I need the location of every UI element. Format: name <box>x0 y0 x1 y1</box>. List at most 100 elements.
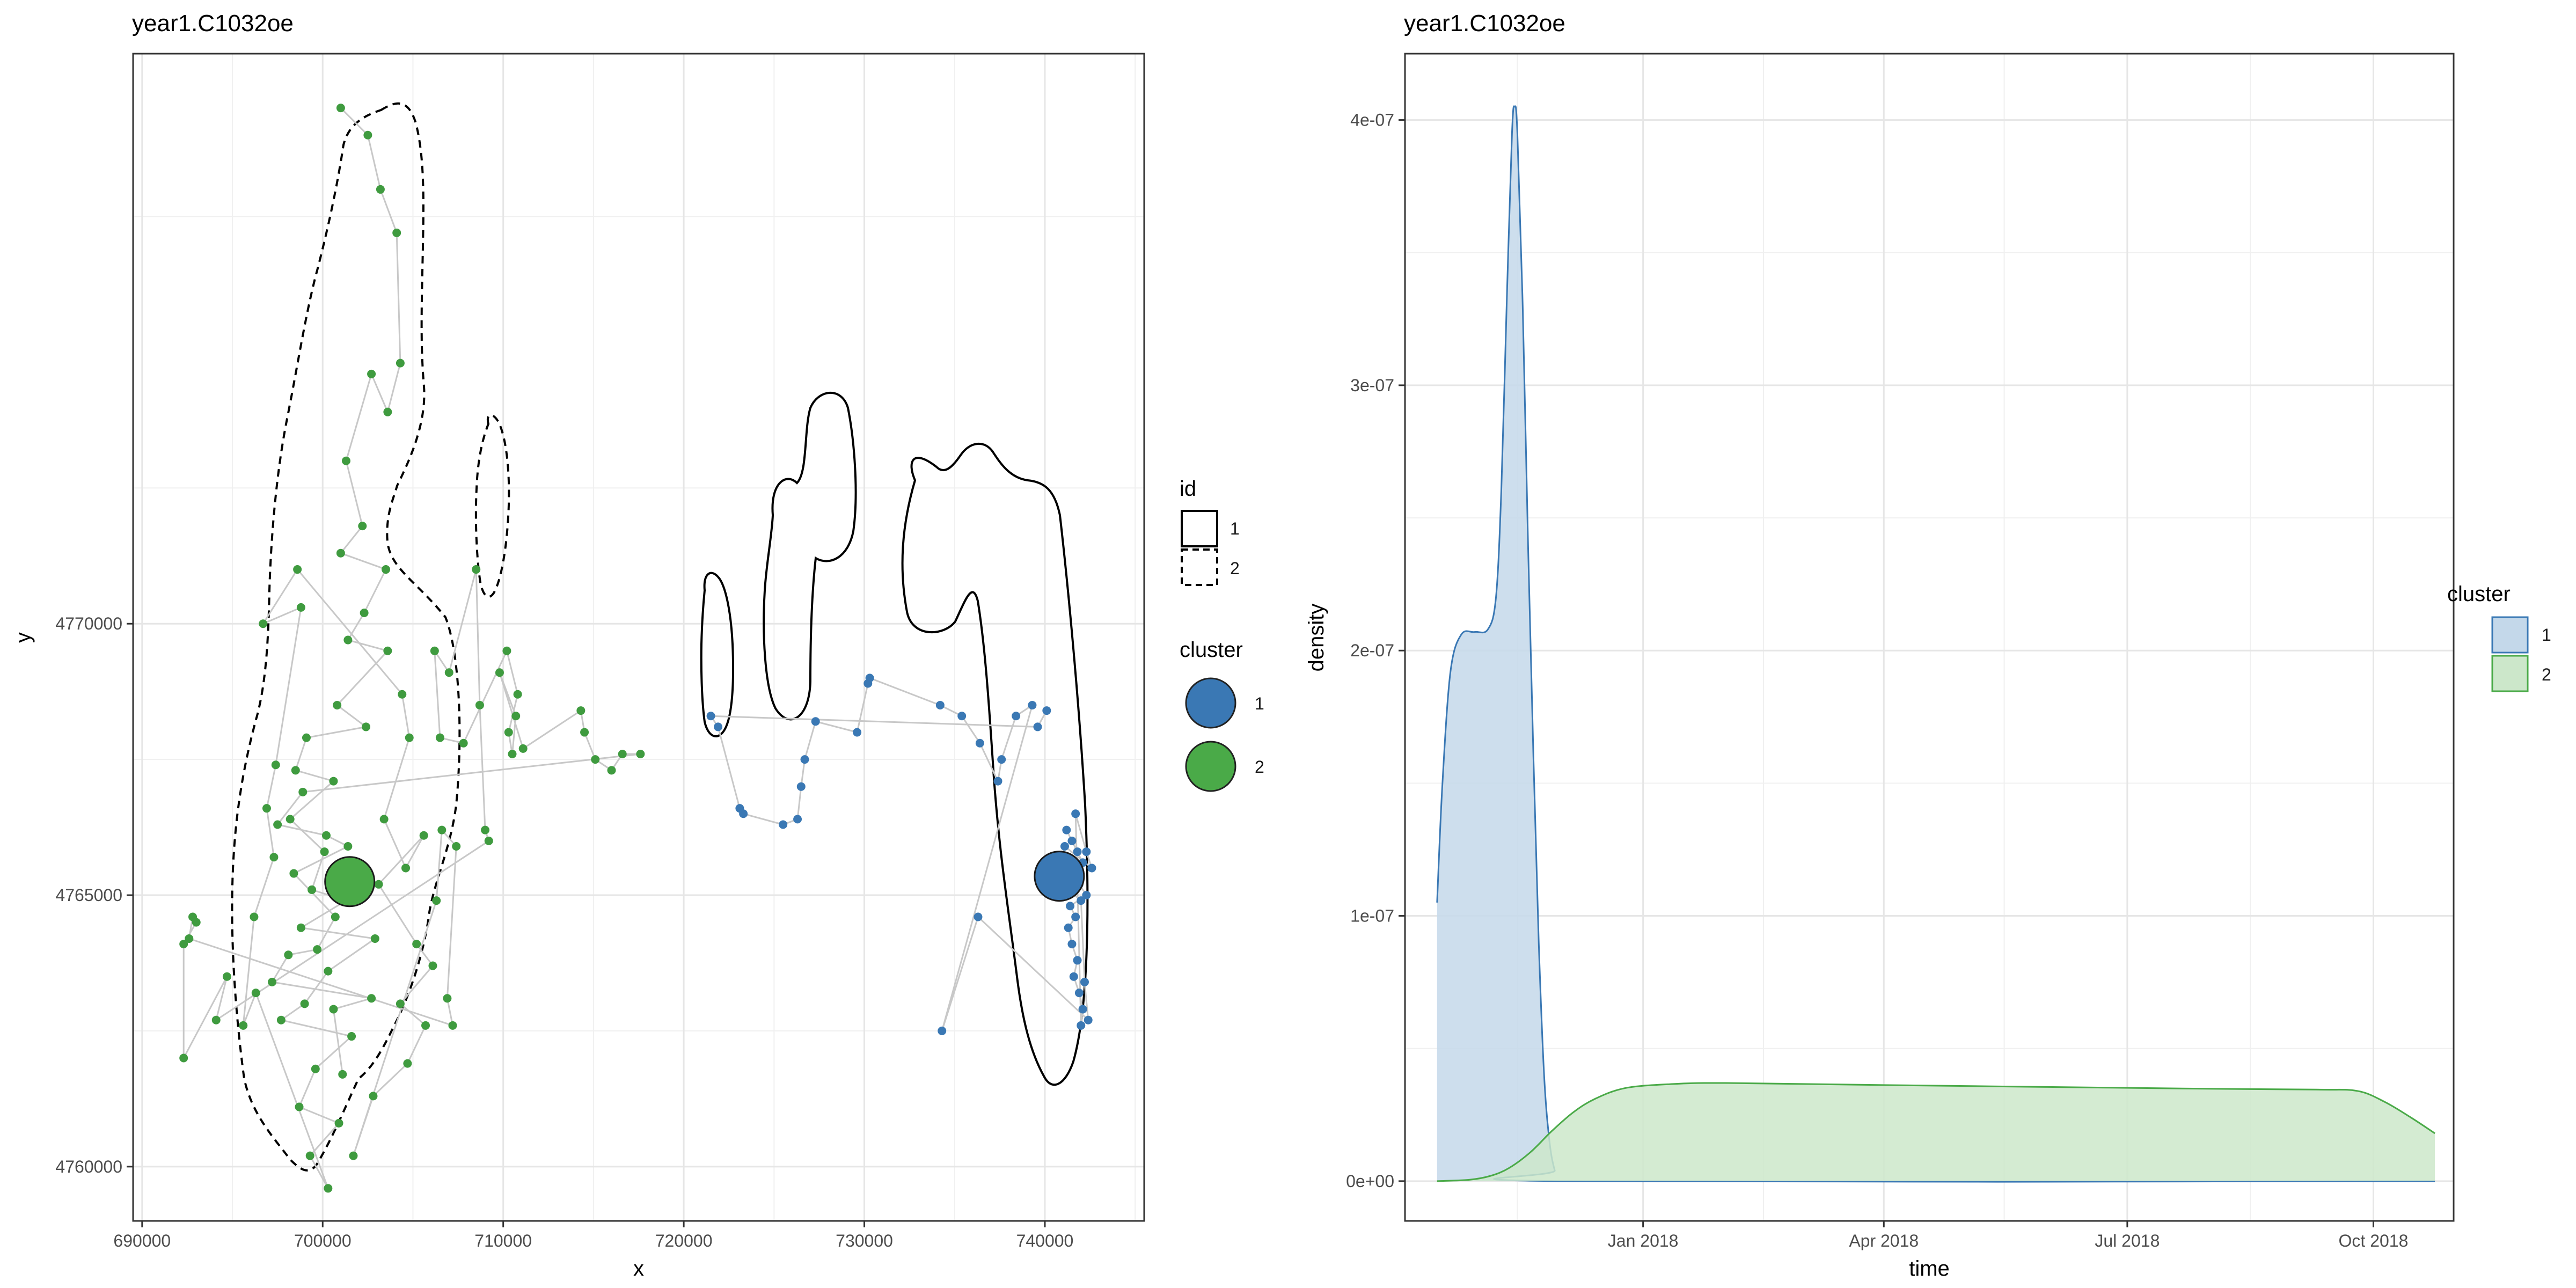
gps-point-cluster-2 <box>329 1005 338 1014</box>
id-legend-title: id <box>1180 477 1196 501</box>
gps-point-cluster-2 <box>358 522 367 531</box>
gps-point-cluster-1 <box>863 679 873 688</box>
gps-point-cluster-1 <box>974 912 983 921</box>
gps-point-cluster-1 <box>714 722 723 731</box>
gps-point-cluster-2 <box>398 690 407 699</box>
gps-point-cluster-2 <box>576 706 586 715</box>
gps-point-cluster-2 <box>311 1064 320 1073</box>
gps-point-cluster-2 <box>341 456 350 465</box>
scatter-y-tick-label: 4770000 <box>55 614 122 633</box>
density-line-cluster-2 <box>1437 1082 2435 1182</box>
gps-point-cluster-1 <box>1074 989 1084 998</box>
gps-point-cluster-2 <box>437 825 447 835</box>
gps-point-cluster-2 <box>259 619 268 628</box>
gps-point-cluster-2 <box>513 690 522 699</box>
gps-point-cluster-2 <box>239 1021 248 1030</box>
gps-point-cluster-2 <box>361 722 370 731</box>
gps-point-cluster-2 <box>383 407 392 416</box>
gps-point-cluster-2 <box>289 869 298 878</box>
scatter-x-ticks: 690000 700000 710000 720000 730000 740000 <box>113 1221 1073 1250</box>
gps-point-cluster-2 <box>428 961 437 970</box>
gps-point-cluster-2 <box>444 668 453 677</box>
gps-point-cluster-1 <box>1066 902 1075 911</box>
gps-point-cluster-2 <box>273 820 282 829</box>
cluster-legend-right-key-2 <box>2491 655 2529 692</box>
scatter-x-label: x <box>633 1257 644 1280</box>
gps-point-cluster-2 <box>293 565 302 574</box>
gps-point-cluster-1 <box>793 815 802 824</box>
id-legend-label-1: 1 <box>1230 519 1240 538</box>
gps-point-cluster-2 <box>308 885 317 894</box>
gps-point-cluster-2 <box>295 1102 304 1111</box>
gps-point-cluster-1 <box>779 820 788 829</box>
cluster-legend-left: cluster 1 2 <box>1180 638 1264 792</box>
density-x-label: time <box>1909 1257 1950 1280</box>
gps-point-cluster-2 <box>518 744 528 753</box>
gps-point-cluster-2 <box>504 728 513 737</box>
scatter-plot-border <box>132 53 1145 1222</box>
gps-point-cluster-2 <box>331 912 340 921</box>
cluster-centroids <box>324 851 1085 908</box>
scatter-x-tick-label: 690000 <box>113 1231 171 1250</box>
density-x-tick-label: Jul 2018 <box>2095 1231 2160 1250</box>
density-panel: year1.C1032oe Jan 2018 Apr 2018 Jul 2018 Oc… <box>1305 10 2455 1280</box>
gps-point-cluster-2 <box>412 940 421 949</box>
centroid-cluster-1 <box>1034 851 1085 902</box>
density-y-tick-label: 4e-07 <box>1350 111 1394 130</box>
gps-point-cluster-2 <box>300 999 309 1008</box>
gps-point-cluster-1 <box>1071 912 1080 921</box>
density-x-ticks: Jan 2018 Apr 2018 Jul 2018 Oct 2018 <box>1608 1221 2408 1250</box>
scatter-major-grid <box>133 54 1144 1221</box>
gps-point-cluster-1 <box>1069 972 1078 981</box>
gps-point-cluster-2 <box>591 755 600 764</box>
gps-point-cluster-1 <box>1067 940 1077 949</box>
gps-point-cluster-2 <box>459 738 468 748</box>
gps-point-cluster-1 <box>1067 836 1077 845</box>
gps-point-cluster-1 <box>735 804 744 813</box>
gps-point-cluster-2 <box>636 750 645 758</box>
cluster-legend-right-label-1: 1 <box>2542 625 2551 645</box>
gps-point-cluster-2 <box>508 750 517 758</box>
gps-point-cluster-2 <box>618 750 627 758</box>
gps-point-cluster-1 <box>1042 706 1051 715</box>
id-legend-label-2: 2 <box>1230 559 1240 578</box>
gps-point-cluster-2 <box>430 646 439 655</box>
gps-point-cluster-1 <box>1082 847 1091 857</box>
gps-point-cluster-2 <box>269 853 279 862</box>
scatter-y-tick-label: 4765000 <box>55 885 122 905</box>
density-y-label: density <box>1305 604 1328 672</box>
gps-point-cluster-2 <box>376 185 385 194</box>
density-y-tick-label: 3e-07 <box>1350 376 1394 395</box>
gps-point-cluster-2 <box>324 1184 333 1193</box>
scatter-x-tick-label: 740000 <box>1016 1231 1074 1250</box>
gps-point-cluster-2 <box>333 700 342 709</box>
gps-point-cluster-2 <box>511 712 521 721</box>
gps-point-cluster-2 <box>607 766 616 775</box>
gps-point-cluster-1 <box>993 777 1002 786</box>
contour-id1-middle <box>763 391 857 721</box>
gps-point-cluster-2 <box>211 1015 221 1024</box>
gps-point-cluster-2 <box>374 880 383 889</box>
gps-point-cluster-2 <box>349 1151 358 1160</box>
cluster-legend-right-key-1 <box>2491 616 2529 654</box>
gps-point-cluster-2 <box>179 1053 188 1063</box>
density-major-grid <box>1405 54 2454 1221</box>
gps-point-cluster-2 <box>347 1032 356 1041</box>
gps-point-cluster-1 <box>1077 1021 1086 1030</box>
gps-point-cluster-2 <box>484 836 493 845</box>
gps-point-cluster-1 <box>1073 956 1082 965</box>
gps-point-cluster-2 <box>367 369 376 378</box>
gps-point-cluster-2 <box>343 635 353 645</box>
gps-point-cluster-2 <box>298 787 308 796</box>
density-x-tick-label: Apr 2018 <box>1849 1231 1919 1250</box>
contour-id2-main <box>231 102 461 1172</box>
gps-point-cluster-2 <box>379 815 389 824</box>
density-minor-grid <box>1405 54 2454 1221</box>
gps-point-cluster-1 <box>1062 825 1071 835</box>
gps-point-cluster-1 <box>975 738 984 748</box>
scatter-x-tick-label: 730000 <box>836 1231 893 1250</box>
id-legend-key-dashed <box>1181 548 1218 586</box>
gps-point-cluster-2 <box>192 918 201 927</box>
density-plot-background <box>1405 54 2454 1221</box>
